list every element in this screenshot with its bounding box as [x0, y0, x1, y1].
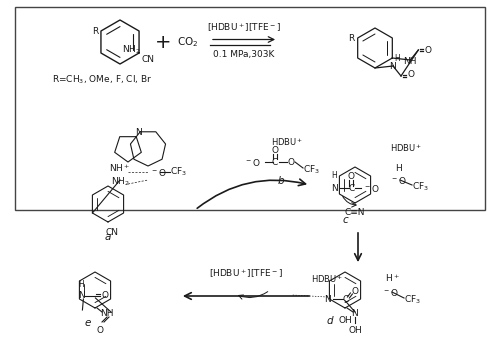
Text: CO$_2$: CO$_2$: [178, 35, 199, 49]
Text: O: O: [287, 158, 294, 166]
Text: a: a: [105, 232, 111, 242]
Bar: [15, 7, 485, 210]
Text: CF$_3$: CF$_3$: [303, 164, 320, 176]
Text: CF$_3$: CF$_3$: [412, 181, 429, 193]
Text: O: O: [272, 146, 278, 154]
Text: d: d: [326, 316, 334, 326]
Text: NH$_2$: NH$_2$: [110, 176, 130, 188]
Text: NH: NH: [404, 56, 417, 65]
Text: $^-$O: $^-$O: [382, 287, 398, 298]
Text: [HDBU$^+$][TFE$^-$]: [HDBU$^+$][TFE$^-$]: [207, 22, 281, 34]
Text: CN: CN: [106, 228, 118, 237]
Text: R: R: [92, 26, 98, 35]
Text: c: c: [342, 215, 348, 225]
Text: NH: NH: [100, 309, 114, 318]
Text: $^-$O: $^-$O: [364, 183, 380, 194]
Text: H: H: [395, 163, 402, 172]
Text: N: N: [324, 294, 331, 303]
Text: 0.1 MPa,303K: 0.1 MPa,303K: [214, 50, 274, 58]
Text: NH$_2$: NH$_2$: [122, 43, 141, 56]
Text: O: O: [348, 172, 355, 181]
Text: +: +: [155, 32, 171, 52]
Text: C: C: [272, 158, 278, 166]
Text: H: H: [332, 171, 338, 180]
Text: N: N: [352, 309, 358, 318]
Text: CF$_3$: CF$_3$: [170, 166, 187, 178]
Text: C: C: [342, 294, 348, 303]
Text: CN: CN: [141, 55, 154, 64]
Text: N: N: [390, 62, 396, 71]
Text: O: O: [424, 45, 432, 54]
Text: b: b: [278, 176, 284, 186]
Text: [HDBU$^+$][TFE$^-$]: [HDBU$^+$][TFE$^-$]: [209, 268, 283, 280]
Text: OH: OH: [338, 316, 352, 325]
Text: e: e: [85, 318, 91, 328]
Text: H$^+$: H$^+$: [385, 272, 400, 284]
Text: C≡N: C≡N: [345, 208, 365, 217]
Text: R=CH$_3$, OMe, F, Cl, Br: R=CH$_3$, OMe, F, Cl, Br: [52, 74, 152, 86]
Text: N: N: [136, 128, 142, 137]
Text: $^-$O: $^-$O: [244, 157, 261, 168]
Text: $^-$O: $^-$O: [150, 166, 166, 178]
Text: HDBU$^+$: HDBU$^+$: [271, 136, 303, 148]
Text: H: H: [394, 54, 400, 63]
Text: N: N: [331, 183, 338, 193]
Text: C: C: [348, 183, 354, 193]
Text: $^-$O: $^-$O: [390, 174, 406, 185]
Text: O: O: [407, 69, 414, 78]
Text: N: N: [78, 291, 85, 301]
Text: NH$^+$: NH$^+$: [110, 162, 130, 174]
Text: CF$_3$: CF$_3$: [404, 294, 421, 306]
Text: HDBU$^+$: HDBU$^+$: [312, 273, 344, 285]
Text: H: H: [78, 280, 84, 289]
Text: O: O: [96, 326, 103, 335]
Text: OH: OH: [348, 326, 362, 335]
Text: R: R: [348, 33, 354, 43]
Text: HDBU$^+$: HDBU$^+$: [390, 142, 422, 154]
Text: O: O: [102, 291, 108, 301]
Text: O: O: [352, 287, 358, 295]
